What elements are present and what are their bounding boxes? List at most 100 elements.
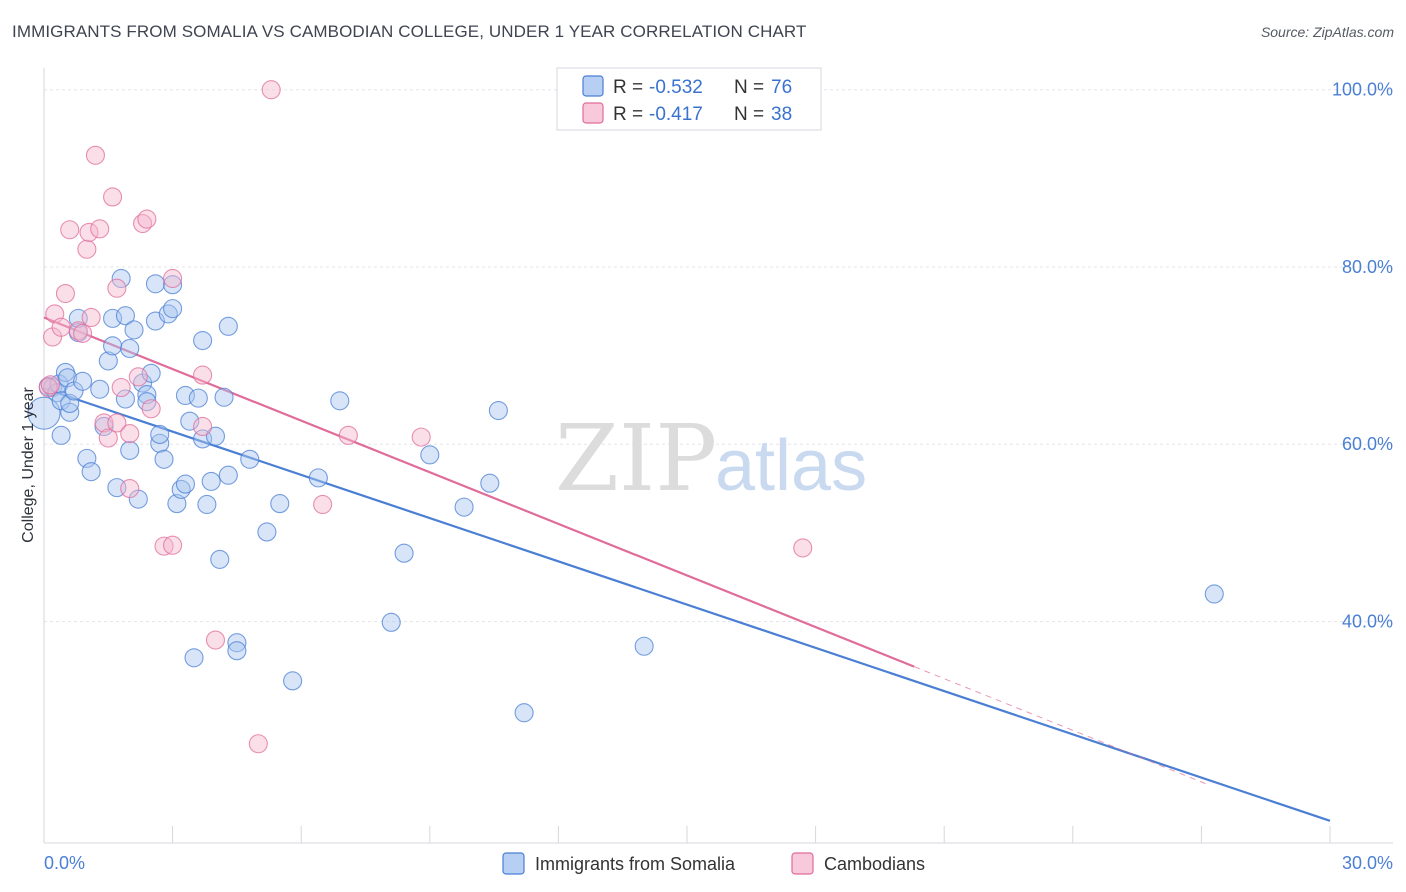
- point-blue-69: [454, 497, 474, 517]
- point-pink-19: [120, 424, 140, 444]
- point-pink-12: [90, 219, 110, 239]
- legend-n-value-pink: 38: [771, 104, 792, 125]
- point-blue-33: [141, 363, 161, 383]
- point-blue-38: [154, 449, 174, 469]
- point-blue-61: [257, 522, 277, 542]
- point-blue-40: [163, 275, 183, 295]
- point-blue-10: [60, 393, 80, 413]
- point-pink-10: [81, 307, 101, 328]
- point-blue-62: [270, 494, 290, 514]
- point-blue-59: [227, 641, 247, 661]
- point-blue-48: [188, 388, 208, 408]
- legend-r-label-blue: R =: [613, 77, 643, 98]
- point-blue-37: [150, 424, 170, 445]
- point-pink-16: [107, 413, 127, 433]
- point-blue-65: [330, 391, 350, 411]
- point-blue-46: [180, 411, 200, 431]
- point-blue-0: [27, 396, 61, 430]
- point-pink-35: [411, 427, 431, 447]
- y-tick-label-40: 40.0%: [1342, 611, 1393, 631]
- legend-n-label-pink: N =: [734, 104, 764, 125]
- point-blue-54: [210, 549, 230, 569]
- point-blue-16: [81, 462, 101, 482]
- point-pink-24: [141, 399, 161, 419]
- legend-r-value-blue: -0.532: [649, 77, 703, 98]
- point-pink-17: [107, 278, 127, 298]
- y-tick-label-60: 60.0%: [1342, 434, 1393, 454]
- point-pink-23: [137, 209, 157, 229]
- legend-swatch-pink: [582, 102, 604, 124]
- point-pink-37: [40, 375, 60, 395]
- point-blue-28: [124, 320, 144, 340]
- point-pink-28: [193, 365, 213, 385]
- point-blue-49: [193, 330, 213, 351]
- point-pink-30: [205, 630, 226, 650]
- bottom-legend-swatch-blue: [502, 852, 525, 875]
- data-points: [27, 80, 1224, 754]
- point-blue-51: [197, 494, 217, 515]
- point-pink-0: [38, 377, 58, 398]
- watermark-zip: ZIP: [555, 405, 717, 512]
- point-pink-27: [163, 535, 183, 555]
- point-pink-33: [313, 494, 333, 515]
- point-pink-18: [111, 377, 131, 398]
- axes: [43, 68, 1393, 844]
- bottom-legend-swatch-pink: [791, 852, 814, 875]
- point-pink-5: [60, 220, 80, 240]
- point-blue-42: [167, 494, 187, 514]
- point-blue-56: [218, 465, 238, 485]
- point-pink-7: [73, 323, 93, 343]
- point-blue-19: [98, 351, 118, 371]
- series-legend: Immigrants from Somalia Cambodians: [502, 852, 925, 875]
- point-blue-52: [201, 471, 221, 491]
- point-blue-53: [205, 426, 226, 446]
- point-pink-26: [163, 268, 183, 289]
- watermark: ZIP atlas: [555, 405, 867, 512]
- legend-swatch-blue: [582, 75, 604, 97]
- legend-r-label-pink: R =: [613, 104, 643, 125]
- point-blue-67: [394, 543, 414, 563]
- point-blue-44: [175, 474, 196, 494]
- x-tick-label-max: 30.0%: [1342, 853, 1393, 873]
- point-pink-8: [77, 239, 97, 259]
- point-blue-25: [115, 306, 135, 326]
- point-blue-41: [163, 299, 183, 319]
- point-pink-20: [120, 478, 140, 499]
- y-tick-label-100: 100.0%: [1332, 80, 1393, 100]
- gridlines: [44, 89, 1393, 622]
- point-blue-64: [308, 468, 328, 488]
- point-pink-15: [103, 187, 123, 207]
- point-pink-34: [338, 425, 358, 445]
- point-pink-29: [193, 416, 213, 437]
- point-blue-58: [227, 633, 247, 653]
- y-tick-label-80: 80.0%: [1342, 257, 1393, 277]
- point-blue-63: [283, 671, 303, 691]
- point-blue-70: [480, 473, 500, 493]
- point-blue-14: [73, 371, 93, 391]
- point-blue-71: [488, 400, 508, 421]
- y-tick-labels: 40.0% 60.0% 80.0% 100.0%: [1332, 80, 1393, 632]
- point-blue-66: [381, 612, 401, 632]
- point-pink-3: [51, 317, 71, 337]
- point-blue-35: [145, 274, 166, 294]
- point-pink-31: [248, 734, 268, 754]
- point-blue-47: [184, 648, 204, 668]
- trendline-pink-extension: [914, 666, 1211, 786]
- legend-r-value-pink: -0.417: [649, 104, 703, 125]
- trendline-pink: [43, 316, 915, 668]
- point-blue-72: [514, 703, 534, 723]
- point-blue-68: [420, 445, 440, 465]
- point-blue-55: [214, 387, 234, 407]
- point-pink-9: [79, 222, 99, 242]
- point-pink-11: [85, 145, 105, 165]
- point-blue-26: [120, 440, 140, 460]
- y-axis-title: College, Under 1 year: [20, 387, 37, 543]
- point-blue-24: [115, 389, 135, 409]
- stats-legend: R = -0.532 N = 76 R = -0.417 N = 38: [556, 67, 822, 131]
- point-blue-57: [218, 316, 238, 336]
- point-blue-31: [137, 385, 157, 405]
- point-pink-32: [261, 80, 281, 100]
- point-pink-14: [98, 428, 118, 448]
- point-pink-36: [793, 538, 813, 558]
